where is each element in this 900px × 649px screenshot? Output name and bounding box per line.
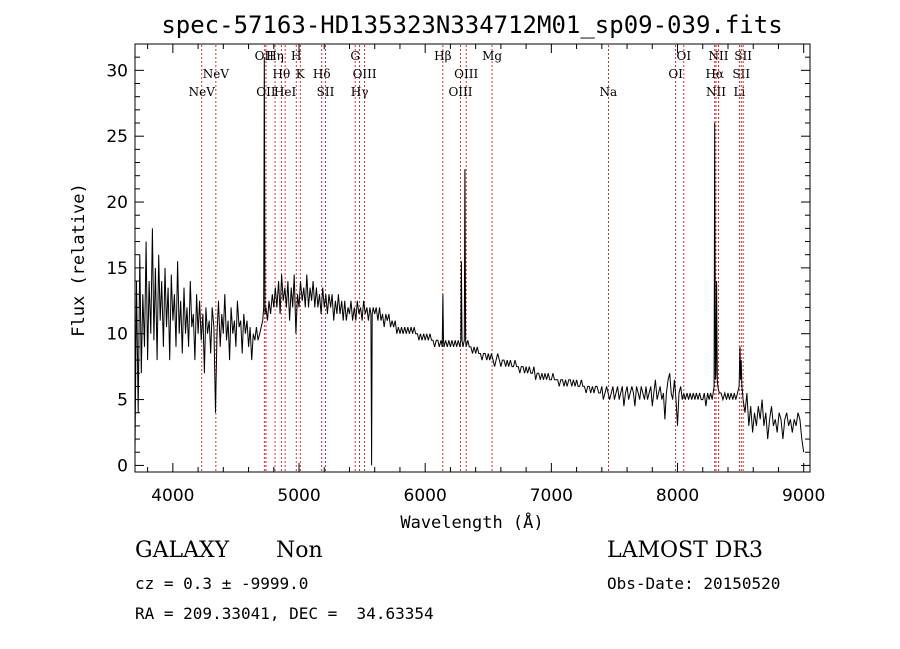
x-tick-label-4000: 4000 [151,486,194,506]
line-label-21: Hα [705,67,724,81]
line-label-16: OIII [454,67,478,81]
line-label-1: NeV [203,67,230,81]
line-label-26: SII [734,49,752,63]
line-label-23: NII [709,49,729,63]
line-label-11: G [350,49,360,63]
y-tick-label-25: 25 [106,127,128,147]
x-tick-label-8000: 8000 [656,486,699,506]
x-tick-label-9000: 9000 [782,486,825,506]
chart-title: spec-57163-HD135323N334712M01_sp09-039.f… [161,11,782,39]
line-label-25: SII [732,67,750,81]
line-label-0: NeV [189,85,216,99]
x-tick-label-6000: 6000 [404,486,447,506]
line-label-7: H [291,49,301,63]
survey-name: LAMOST DR3 [607,538,763,563]
y-tick-label-10: 10 [106,325,128,345]
line-label-10: SII [317,85,335,99]
x-tick-label-7000: 7000 [530,486,573,506]
coordinates: RA = 209.33041, DEC = 34.63354 [135,604,434,623]
x-axis-ticks: 4000 5000 6000 7000 8000 9000 [147,44,825,506]
line-label-3: OII [256,85,276,99]
line-label-17: Mg [482,49,502,63]
y-tick-label-5: 5 [117,391,128,411]
y-tick-label-0: 0 [117,456,128,476]
y-tick-label-20: 20 [106,193,128,213]
x-tick-label-5000: 5000 [277,486,320,506]
line-label-9: Hδ [313,67,331,81]
line-label-2: OII [255,49,275,63]
object-class: GALAXY [135,538,230,563]
line-label-22: NII [706,85,726,99]
y-tick-label-15: 15 [106,259,128,279]
y-tick-label-30: 30 [106,61,128,81]
line-label-6: HeI [274,85,297,99]
y-axis-ticks: 0 5 10 15 20 25 30 [106,56,810,476]
line-label-15: OIII [448,85,472,99]
line-label-24: Li [733,85,745,99]
line-label-8: K [296,67,306,81]
line-label-18: Na [600,85,618,99]
x-axis-label: Wavelength (Å) [400,511,543,533]
line-label-20: OI [677,49,692,63]
line-label-13: OIII [353,67,377,81]
redshift-info: cz = 0.3 ± -9999.0 [135,574,309,593]
line-label-12: Hγ [351,85,369,99]
object-subclass: Non [276,538,323,563]
line-label-5: Hθ [273,67,291,81]
plot-frame [134,43,811,473]
y-axis-label: Flux (relative) [69,183,89,337]
spectrum-series-line [134,57,805,466]
obs-date: Obs-Date: 20150520 [607,574,781,593]
line-label-4: Hη [266,49,284,63]
line-label-14: Hβ [434,49,451,63]
line-label-19: OI [668,67,683,81]
